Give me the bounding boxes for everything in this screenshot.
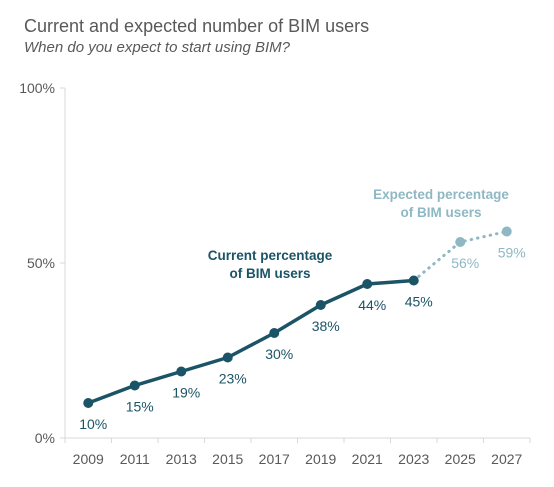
annotation-line-2: of BIM users xyxy=(229,266,310,281)
current-data-point xyxy=(83,398,94,408)
expected-data-label: 56% xyxy=(451,255,479,271)
current-data-label: 38% xyxy=(312,318,340,334)
x-tick-label: 2021 xyxy=(352,451,383,467)
annotation-line-2: of BIM users xyxy=(400,205,481,220)
expected-data-point xyxy=(455,237,466,247)
y-tick-label: 100% xyxy=(19,80,55,96)
current-series-line xyxy=(86,278,416,405)
current-data-label: 15% xyxy=(126,399,154,415)
chart-title: Current and expected number of BIM users xyxy=(24,16,370,36)
current-data-label: 10% xyxy=(79,416,107,432)
x-tick-label: 2017 xyxy=(259,451,290,467)
current-data-point xyxy=(315,300,326,310)
expected-data-label: 59% xyxy=(498,245,526,261)
current-data-point xyxy=(269,328,280,338)
current-data-label: 44% xyxy=(358,297,386,313)
current-data-point xyxy=(222,352,233,363)
y-tick-label: 0% xyxy=(35,430,55,446)
current-data-label: 30% xyxy=(265,346,293,362)
x-tick-label: 2013 xyxy=(166,451,197,467)
data-points xyxy=(83,226,512,408)
expected-data-point xyxy=(501,226,512,237)
x-tick-label: 2019 xyxy=(305,451,336,467)
annotation-line-1: Expected percentage xyxy=(373,187,509,202)
data-labels: 10% 15% 19% 23% 30% 38% 44% 45% 56% 59% xyxy=(79,245,526,433)
y-tick-label: 50% xyxy=(27,255,55,271)
x-tick-label: 2009 xyxy=(73,451,104,467)
x-tick-label: 2011 xyxy=(120,451,150,467)
x-tick-label: 2015 xyxy=(212,451,243,467)
current-data-point xyxy=(408,275,419,286)
current-data-point xyxy=(362,279,373,289)
axes: 0% 50% 100% 2009 2011 2013 2015 2017 2019 2021 202… xyxy=(19,80,531,467)
x-tick-label: 2025 xyxy=(445,451,476,467)
current-data-point xyxy=(129,380,140,391)
chart-subtitle: When do you expect to start using BIM? xyxy=(24,39,290,56)
x-tick-label: 2023 xyxy=(398,451,429,467)
current-data-label: 45% xyxy=(405,294,433,310)
current-data-point xyxy=(176,366,187,377)
x-tick-label: 2027 xyxy=(491,451,522,467)
annotation-line-1: Current percentage xyxy=(208,248,333,263)
current-data-label: 19% xyxy=(172,385,200,401)
annotations: Current percentage of BIM users Expected p… xyxy=(208,187,510,281)
current-data-label: 23% xyxy=(219,371,247,387)
